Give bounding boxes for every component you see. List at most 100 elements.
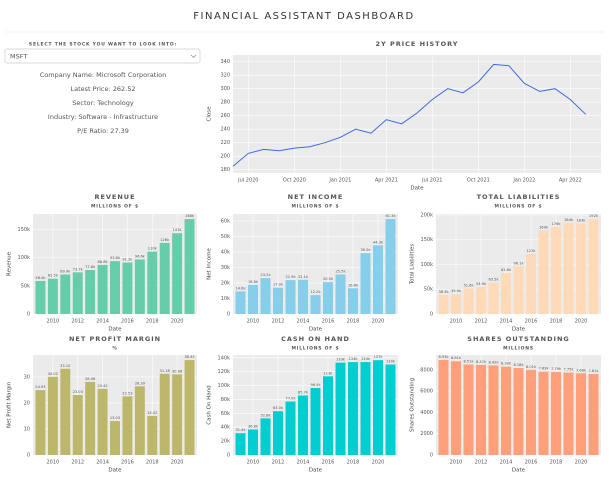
bar — [551, 372, 561, 455]
bar-value-label: 63.5k — [488, 278, 499, 282]
bar — [310, 295, 321, 314]
y-tick-label: 80k — [221, 397, 230, 403]
bar-value-label: 31.18 — [160, 369, 171, 373]
x-tick-label: 2010 — [47, 460, 60, 466]
x-tick-label: Jul 2020 — [237, 178, 258, 184]
x-tick-label: 2018 — [146, 460, 159, 466]
bar-value-label: 13.03 — [110, 416, 120, 420]
y-tick-label: 60k — [221, 411, 230, 417]
bar — [60, 368, 71, 455]
bar — [273, 287, 283, 314]
bar — [273, 411, 283, 455]
y-axis-label: Net Profit Margin — [7, 381, 13, 428]
y-axis-label: Close — [207, 106, 213, 122]
bar-value-label: 25.5k — [335, 269, 346, 273]
bar-value-label: 31.4k — [235, 428, 246, 432]
bar-value-label: 36.45 — [184, 355, 194, 359]
bar-value-label: 36.8k — [248, 424, 259, 428]
bar-value-label: 8.81k — [451, 356, 462, 360]
x-tick-label: 2010 — [247, 319, 260, 325]
y-tick-label: 2000 — [420, 431, 433, 437]
bar-value-label: 33.10 — [60, 364, 71, 368]
bar — [538, 230, 549, 314]
x-tick-label: 2014 — [96, 319, 109, 325]
y-tick-label: 120k — [218, 369, 231, 375]
chart-title: 2Y PRICE HISTORY — [375, 40, 458, 48]
bar — [513, 368, 524, 455]
info-line: Sector: Technology — [72, 99, 134, 107]
x-tick-label: 2016 — [322, 319, 335, 325]
bar — [563, 222, 574, 314]
bar — [35, 280, 46, 314]
bar-value-label: 176k — [552, 222, 562, 226]
bar-value-label: 17.0k — [273, 283, 284, 287]
stock-dropdown[interactable] — [4, 48, 201, 64]
bar — [72, 395, 83, 455]
bar — [348, 362, 358, 455]
plot-area — [233, 55, 601, 173]
bar — [463, 364, 474, 455]
bar-value-label: 130k — [386, 359, 396, 363]
bar-value-label: 169k — [539, 225, 549, 229]
bar — [501, 273, 511, 314]
bar — [551, 226, 561, 314]
bar-value-label: 85.7k — [298, 390, 309, 394]
y-axis-label: Total Liabilities — [410, 244, 416, 286]
bar-value-label: 61.3k — [385, 214, 396, 218]
chart-title: TOTAL LIABILITIES — [477, 193, 561, 201]
x-axis-label: Date — [108, 468, 122, 474]
bar-value-label: 7.75k — [563, 368, 574, 372]
y-tick-label: 100k — [218, 383, 231, 389]
bar — [298, 279, 308, 314]
bar — [348, 288, 358, 314]
bar — [147, 415, 158, 455]
bar — [172, 374, 183, 455]
y-tick-label: 300 — [220, 86, 230, 92]
bar — [576, 373, 586, 455]
bar — [526, 253, 536, 314]
y-tick-label: 0 — [227, 312, 230, 318]
bar-value-label: 110k — [148, 247, 158, 251]
bar-value-label: 39.9k — [451, 289, 462, 293]
dropdown-value[interactable]: MSFT — [10, 53, 27, 61]
bar — [285, 280, 296, 314]
y-tick-label: 60k — [221, 218, 230, 224]
dashboard-title: FINANCIAL ASSISTANT DASHBOARD — [193, 11, 414, 22]
dropdown-arrow[interactable] — [190, 54, 197, 58]
y-tick-label: 150k — [18, 227, 31, 233]
bar-value-label: 52.8k — [260, 413, 271, 417]
bar — [323, 376, 333, 455]
bar — [501, 366, 511, 455]
bar — [184, 219, 195, 314]
y-tick-label: 20 — [24, 400, 30, 406]
bar — [159, 242, 170, 314]
bar — [488, 365, 499, 455]
bar-value-label: 30.02 — [48, 372, 58, 376]
bar-value-label: 24.93 — [35, 385, 45, 389]
x-tick-label: 2018 — [550, 460, 563, 466]
y-tick-label: 280 — [220, 100, 230, 106]
bar-value-label: 26.39 — [135, 381, 146, 385]
y-tick-label: 0 — [27, 312, 30, 318]
y-tick-label: 30 — [24, 374, 30, 380]
chart-subtitle: MILLIONS — [503, 346, 534, 352]
chart-subtitle: MILLIONS OF $ — [91, 204, 139, 210]
bar-value-label: 82.6k — [501, 268, 512, 272]
y-tick-label: 30k — [221, 265, 230, 271]
y-tick-label: 150k — [421, 237, 434, 243]
x-tick-label: Jan 2021 — [328, 178, 351, 184]
y-tick-label: 8000 — [420, 367, 433, 373]
bar — [385, 219, 396, 314]
bar — [260, 278, 271, 314]
bar-value-label: 22.53 — [122, 391, 132, 395]
x-tick-label: 2018 — [550, 319, 563, 325]
bar — [476, 286, 486, 314]
bar-value-label: 16.6k — [348, 283, 359, 287]
bar — [35, 390, 46, 455]
x-tick-label: 2012 — [475, 319, 488, 325]
bar — [513, 266, 524, 314]
y-axis-label: Shares Outstanding — [410, 378, 416, 432]
y-tick-label: 100k — [421, 262, 434, 268]
bar-value-label: 183k — [577, 218, 587, 222]
chart-title: CASH ON HAND — [281, 335, 350, 343]
